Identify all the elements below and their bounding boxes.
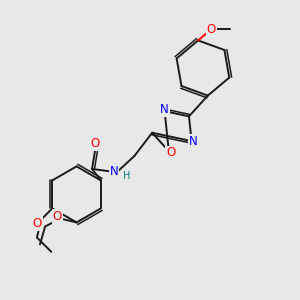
Text: O: O: [91, 137, 100, 150]
Text: N: N: [189, 135, 198, 148]
Text: O: O: [33, 217, 42, 230]
Text: N: N: [110, 164, 118, 178]
Text: O: O: [206, 23, 216, 36]
Text: O: O: [53, 210, 62, 223]
Text: H: H: [122, 172, 130, 182]
Text: O: O: [166, 146, 175, 160]
Text: N: N: [160, 103, 169, 116]
